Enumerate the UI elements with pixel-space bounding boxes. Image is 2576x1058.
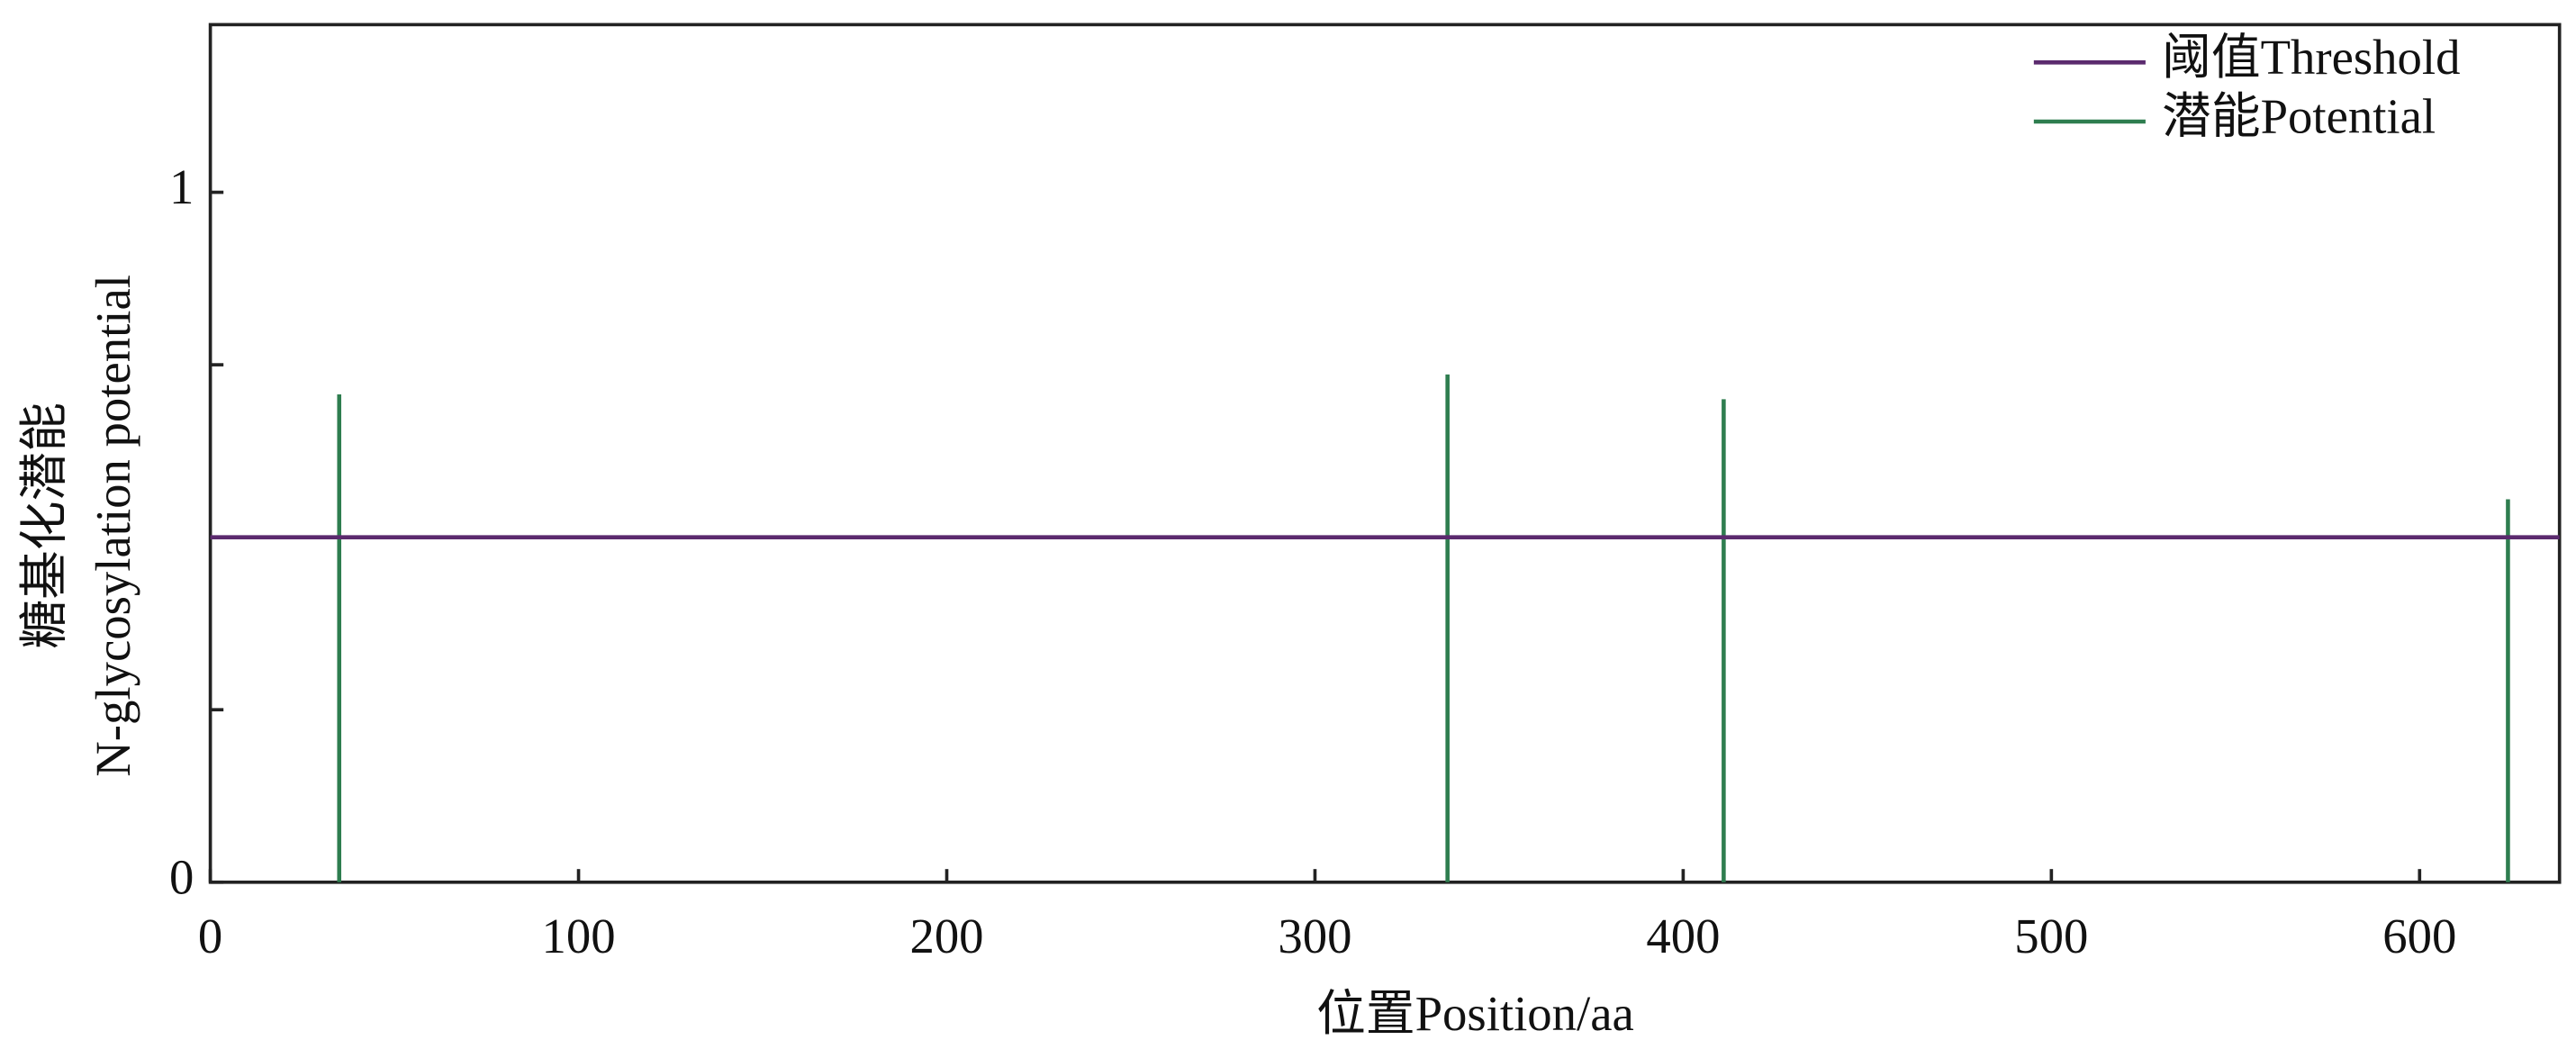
y-axis-label: 糖基化潜能 <box>16 402 71 649</box>
x-tick-label: 600 <box>2382 909 2456 963</box>
x-tick-label: 400 <box>1646 909 1720 963</box>
plot-frame <box>208 23 2562 884</box>
x-tick-label: 500 <box>2014 909 2088 963</box>
legend-label: 阈值Threshold <box>2162 30 2460 85</box>
x-tick-label: 200 <box>909 909 983 963</box>
y-axis-label: N-glycosylation potential <box>86 275 140 777</box>
x-tick-label: 0 <box>198 909 222 963</box>
x-tick-label: 100 <box>542 909 616 963</box>
legend-label: 潜能Potential <box>2162 89 2436 144</box>
y-tick-label: 1 <box>169 159 194 214</box>
y-tick-label: 0 <box>169 849 194 904</box>
x-tick-label: 300 <box>1278 909 1351 963</box>
x-axis-label: 位置Position/aa <box>1316 986 1634 1041</box>
